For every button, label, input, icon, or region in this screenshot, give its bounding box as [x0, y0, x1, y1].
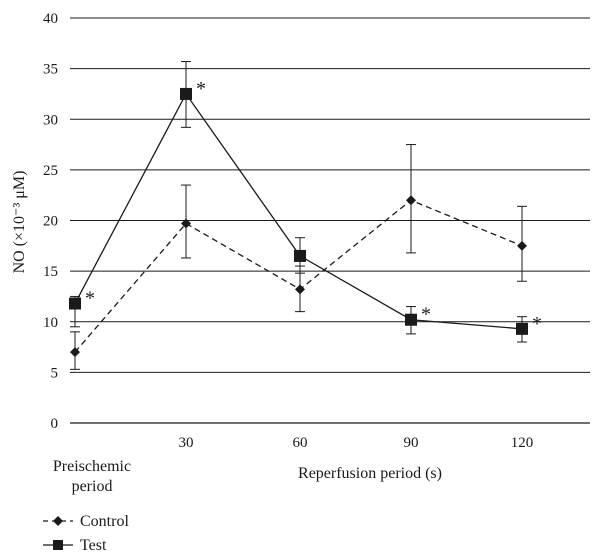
series-control [70, 144, 527, 370]
x-tick-label: 30 [179, 435, 194, 451]
legend-control-diamond-icon [53, 516, 63, 526]
grid-lines [70, 17, 590, 373]
y-tick-label: 25 [43, 163, 58, 179]
x-tick-labels: 30 60 90 120 [179, 435, 534, 451]
data-point-test [516, 322, 528, 335]
y-tick-label: 35 [43, 62, 58, 78]
legend-item-test: Test [43, 537, 107, 554]
data-point-control [517, 240, 527, 251]
y-tick-label: 40 [43, 11, 58, 27]
y-tick-labels: 0 5 10 15 20 25 30 35 40 [43, 11, 58, 432]
x-tick-label: 60 [293, 435, 308, 451]
test-line [74, 92, 523, 330]
x-tick-label: 90 [404, 435, 419, 451]
legend-test-label: Test [80, 537, 107, 554]
x-tick-label: 120 [511, 435, 534, 451]
y-tick-label: 0 [51, 416, 59, 432]
significance-star: * [421, 304, 431, 326]
control-line [74, 199, 523, 353]
y-tick-label: 30 [43, 112, 58, 128]
x-axis-label: Reperfusion period (s) [298, 465, 442, 482]
series-test: * * * * [69, 61, 542, 343]
significance-star: * [532, 313, 542, 335]
legend-item-control: Control [43, 513, 129, 530]
x-first-label-line1: Preischemic [53, 458, 131, 475]
y-tick-label: 10 [43, 315, 58, 331]
y-tick-label: 15 [43, 264, 58, 280]
x-first-label-line2: period [72, 478, 113, 495]
data-point-control [70, 347, 80, 358]
data-point-test [69, 297, 81, 310]
significance-star: * [196, 78, 206, 100]
series-layer: * * * * [69, 61, 542, 370]
legend: Control Test [43, 513, 129, 554]
data-point-control [406, 195, 416, 206]
data-point-control [295, 284, 305, 295]
data-point-test [405, 313, 417, 326]
data-point-test [180, 87, 192, 100]
significance-star: * [85, 288, 95, 310]
legend-control-label: Control [80, 513, 129, 530]
legend-test-square-icon [53, 540, 63, 550]
y-tick-label: 20 [43, 214, 58, 230]
y-tick-label: 5 [51, 365, 59, 381]
data-point-control [181, 218, 191, 229]
data-point-test [294, 249, 306, 262]
y-axis-label: NO (×10⁻³ μM) [11, 171, 28, 274]
